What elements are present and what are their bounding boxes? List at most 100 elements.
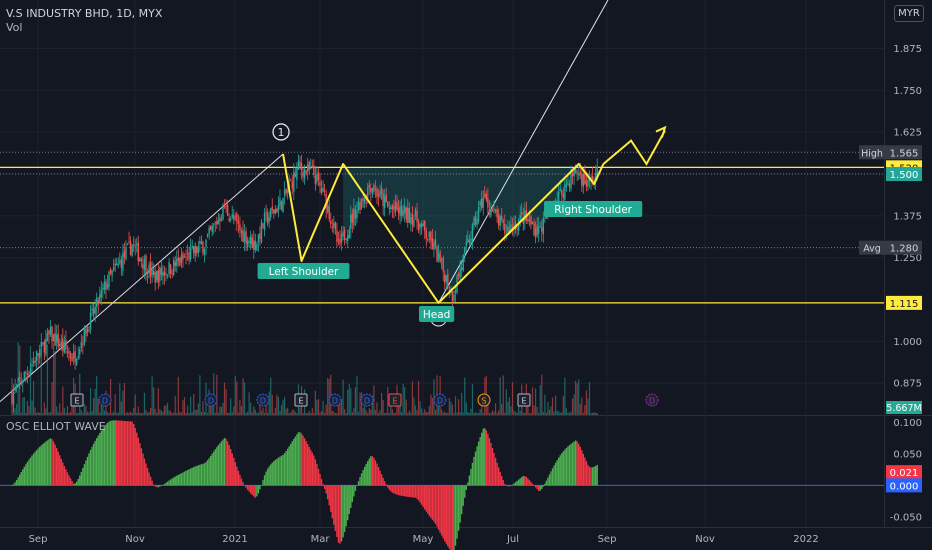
candle-body	[385, 194, 387, 203]
volume-bar	[154, 408, 156, 415]
osc-bar	[276, 458, 278, 486]
candle-body	[519, 214, 521, 220]
osc-bar	[68, 475, 70, 486]
volume-bar	[431, 397, 434, 415]
osc-bar	[169, 479, 172, 486]
osc-bar	[431, 485, 434, 520]
candle-body	[94, 306, 96, 314]
event-marker-label: D	[102, 397, 108, 406]
candle-body	[339, 238, 341, 244]
osc-bar	[587, 464, 589, 486]
candle-body	[303, 168, 306, 179]
volume-bar	[233, 406, 235, 415]
candle-body	[502, 220, 504, 224]
osc-bar	[234, 462, 236, 486]
volume-bar	[129, 411, 132, 415]
candle-body	[177, 257, 180, 261]
volume-bar	[222, 402, 224, 415]
osc-bar	[39, 446, 41, 486]
osc-bar	[266, 468, 269, 486]
osc-bar	[282, 454, 284, 486]
volume-bar	[381, 392, 383, 415]
volume-bar	[473, 412, 475, 415]
candle-body	[139, 258, 141, 262]
osc-bar	[17, 477, 19, 486]
osc-bar	[405, 485, 407, 497]
osc-bar	[271, 462, 273, 486]
candle-body	[242, 229, 244, 243]
candle-body	[117, 263, 119, 266]
volume-bar	[193, 393, 195, 415]
osc-bar	[260, 484, 263, 486]
osc-bar	[31, 455, 33, 486]
volume-bar	[296, 412, 298, 415]
candle-body	[413, 218, 415, 227]
candle-body	[109, 269, 112, 274]
osc-bar	[342, 485, 344, 538]
osc-bar	[376, 463, 378, 486]
volume-tag: 5.667M	[886, 403, 921, 414]
osc-bar	[162, 484, 164, 486]
candle-body	[383, 196, 386, 209]
osc-bar	[596, 464, 598, 486]
volume-bar	[478, 412, 480, 415]
candle-body	[19, 377, 21, 380]
osc-bar	[470, 468, 472, 486]
candle-body	[482, 197, 484, 208]
osc-bar	[397, 485, 400, 496]
candle-body	[333, 223, 335, 228]
candle-body	[166, 275, 169, 277]
volume-bar	[203, 411, 206, 415]
candle-body	[459, 268, 461, 280]
volume-bar	[590, 412, 592, 415]
osc-bar	[316, 463, 318, 486]
candle-body	[302, 171, 304, 177]
osc-bar	[521, 477, 523, 486]
currency-button[interactable]: MYR	[894, 5, 924, 22]
volume-bar	[510, 406, 512, 415]
x-tick-label: Nov	[695, 534, 715, 545]
osc-bar	[471, 462, 474, 486]
osc-bar	[243, 485, 246, 486]
osc-bar	[534, 485, 537, 488]
volume-bar	[410, 412, 412, 415]
candle-body	[558, 192, 560, 204]
candle-body	[276, 208, 278, 213]
candle-body	[320, 188, 323, 193]
volume-bar	[279, 410, 281, 415]
volume-bar	[299, 407, 301, 415]
candle-body	[356, 209, 358, 219]
candle-body	[541, 227, 543, 232]
volume-bar	[488, 413, 490, 415]
osc-bar	[85, 460, 87, 486]
osc-bar	[34, 451, 36, 486]
volume-bar	[365, 410, 367, 415]
event-marker	[256, 393, 270, 407]
candle-body	[444, 274, 446, 284]
x-tick-label: Nov	[125, 534, 145, 545]
osc-bar	[417, 485, 420, 501]
candle-body	[468, 239, 471, 244]
volume-bar	[331, 410, 333, 415]
volume-bar	[342, 379, 344, 415]
candle-body	[564, 184, 566, 200]
osc-bar	[291, 441, 293, 486]
osc-bar	[40, 445, 42, 486]
osc-bar	[102, 428, 104, 486]
osc-bar	[522, 475, 524, 486]
volume-bar	[453, 412, 455, 415]
osc-bar	[585, 461, 588, 486]
volume-bar	[125, 412, 127, 415]
candle-body	[152, 270, 155, 275]
candle-body	[46, 332, 49, 342]
osc-bar	[319, 474, 321, 486]
volume-bar	[170, 410, 172, 415]
osc-bar	[140, 448, 143, 486]
osc-bar	[568, 445, 571, 486]
osc-bar	[222, 439, 224, 486]
head-label-bg	[418, 306, 455, 322]
candle-body	[17, 378, 19, 383]
volume-bar	[206, 412, 209, 415]
volume-bar	[51, 382, 53, 415]
